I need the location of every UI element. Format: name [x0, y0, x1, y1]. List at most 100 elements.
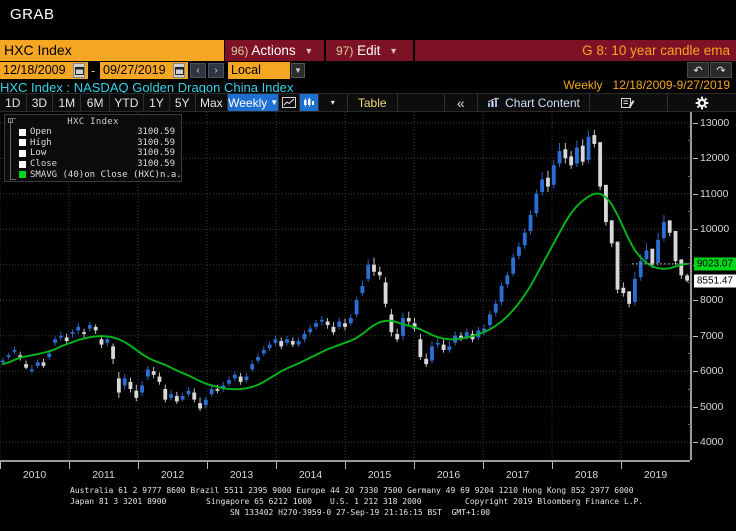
collapse-panel-button[interactable]: « [445, 94, 479, 111]
candle-body [557, 151, 562, 164]
candle-body [551, 165, 556, 185]
currency-selector[interactable]: Local CCY [228, 62, 290, 94]
legend-item-value: 3100.59 [137, 148, 175, 159]
date-axis-tick [483, 462, 484, 469]
legend-checkbox[interactable] [19, 139, 26, 147]
candle-body [290, 341, 295, 345]
legend-rows: Open 3100.59 High 3100.59 Low 3100.59 Close 310… [5, 127, 182, 180]
price-axis-minor-tick [688, 353, 691, 355]
legend-item[interactable]: High 3100.59 [5, 138, 181, 149]
period-button-6m[interactable]: 6M [81, 94, 110, 111]
date-axis: 2010 2011 2012 2013 2014 2015 2016 2017 2018 2019 [0, 460, 690, 481]
candle-body [256, 357, 260, 361]
settings-button[interactable] [668, 94, 736, 111]
period-button-1y[interactable]: 1Y [144, 94, 170, 111]
calendar-icon[interactable] [73, 63, 85, 78]
date-axis-tick-label: 2018 [574, 469, 599, 481]
candle-body [650, 248, 655, 265]
previous-period-button[interactable]: ‹ [190, 63, 206, 78]
legend-item-label: High [30, 137, 52, 148]
period-button-max[interactable]: Max [196, 94, 229, 111]
candle-body [586, 136, 591, 160]
candle-body [575, 147, 579, 164]
legend-color-swatch-green[interactable] [19, 171, 26, 179]
price-axis-tick-label: 8000 [693, 294, 723, 306]
edit-menu-button[interactable]: 97) Edit ▼ [326, 40, 414, 61]
candle-body [163, 388, 168, 400]
calendar-icon[interactable] [173, 63, 185, 78]
candle-body [435, 342, 440, 345]
actions-menu-button[interactable]: 96) Actions ▼ [225, 40, 325, 61]
end-date-input[interactable]: 09/27/2019 [100, 62, 188, 79]
candle-body [198, 403, 202, 409]
date-axis-tick-label: 2012 [160, 469, 185, 481]
redo-icon[interactable]: ↷ [710, 62, 732, 78]
period-button-3d[interactable]: 3D [27, 94, 54, 111]
candle-body [540, 179, 545, 192]
candle-body [82, 332, 86, 334]
candle-body [238, 376, 243, 382]
candle-body [87, 325, 92, 329]
legend-checkbox[interactable] [19, 160, 26, 168]
candle-body [180, 396, 185, 400]
date-range-row: 12/18/2009 - 09/27/2019 ‹ › Local CCY ▼ [0, 62, 736, 94]
line-chart-button[interactable] [279, 94, 300, 111]
candle-body [192, 392, 197, 400]
table-button[interactable]: Table [348, 94, 398, 111]
date-range-label: 12/18/2009-9/27/2019 [612, 78, 730, 92]
price-axis-minor-tick [688, 388, 691, 390]
date-axis-tick-label: 2019 [643, 469, 668, 481]
candle-body [430, 346, 434, 361]
moving-average-price-tag: 9023.07 [693, 257, 736, 271]
candle-body [546, 177, 550, 187]
candle-body [644, 250, 649, 260]
date-axis-tick [207, 462, 208, 469]
period-button-1d[interactable]: 1D [0, 94, 27, 111]
candle-body [244, 376, 249, 381]
period-button-5y[interactable]: 5Y [170, 94, 196, 111]
chevron-down-icon[interactable]: ▼ [291, 63, 305, 78]
period-button-1m[interactable]: 1M [53, 94, 82, 111]
security-description: HXC Index : NASDAQ Golden Dragon China I… [0, 80, 294, 95]
legend-item-label: Open [30, 127, 52, 138]
candle-body [615, 241, 620, 290]
candle-body [406, 317, 411, 322]
period-button-ytd[interactable]: YTD [110, 94, 145, 111]
price-axis-tick-label: 12000 [693, 152, 729, 164]
more-chart-types-button[interactable]: ▾ [319, 94, 348, 111]
legend-checkbox[interactable] [19, 128, 26, 136]
date-axis-tick [345, 462, 346, 469]
candle-body [377, 271, 382, 276]
legend-item[interactable]: Low 3100.59 [5, 148, 181, 159]
legend-item-label: Low [30, 148, 47, 159]
candle-body [6, 355, 11, 358]
interval-selector[interactable]: Weekly ▼ [228, 94, 280, 111]
date-axis-tick-label: 2017 [505, 469, 530, 481]
legend-item[interactable]: Open 3100.59 [5, 127, 181, 138]
candle-body [331, 326, 336, 333]
next-period-button[interactable]: › [208, 63, 224, 78]
legend-item[interactable]: Close 3100.59 [5, 159, 181, 170]
date-axis-tick [621, 462, 622, 469]
price-axis-tick-label: 6000 [693, 365, 723, 377]
annotate-button[interactable] [590, 94, 668, 111]
candle-body [64, 337, 69, 342]
actions-label: Actions [251, 43, 296, 58]
candle-body [522, 232, 527, 246]
chevron-down-icon: ▼ [270, 98, 279, 107]
candle-body [151, 371, 156, 375]
chart-content-button[interactable]: Chart Content [478, 94, 590, 111]
legend-item-detail: on Close (HXC) [84, 169, 161, 180]
ticker-input[interactable]: HXC Index [0, 40, 224, 61]
legend-checkbox[interactable] [19, 149, 26, 157]
footer: Australia 61 2 9777 8600 Brazil 5511 239… [0, 483, 736, 531]
command-bar: HXC Index 96) Actions ▼ 97) Edit ▼ G 8: … [0, 40, 736, 61]
legend-item[interactable]: SMAVG (40) on Close (HXC) n.a. [5, 169, 182, 180]
candle-body [459, 335, 463, 338]
bar-chart-button[interactable] [299, 94, 319, 111]
candle-body [482, 328, 487, 333]
undo-icon[interactable]: ↶ [687, 62, 709, 78]
chart-legend[interactable]: HXC Index Open 3100.59 High 3100.59 Low 3100.… [4, 114, 182, 182]
start-date-input[interactable]: 12/18/2009 [0, 62, 88, 79]
candle-body [627, 291, 632, 304]
